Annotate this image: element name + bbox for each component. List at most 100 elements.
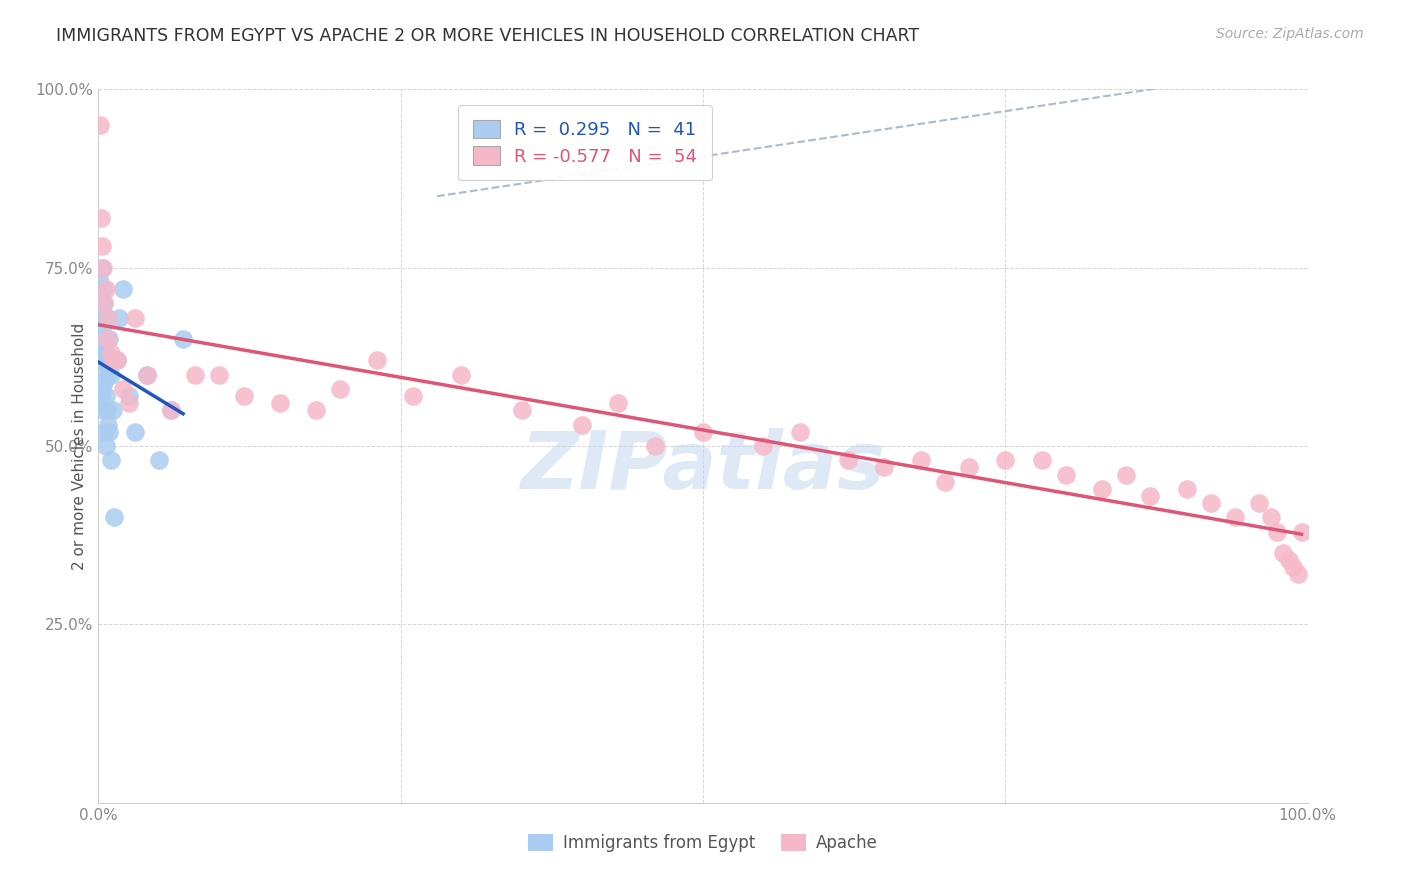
Point [97,368,120,382]
Point [366,353,388,368]
Point [1260,510,1282,524]
Point [1054,467,1077,482]
Point [91,260,114,275]
Point [692,425,714,439]
Point [111,382,134,396]
Point [100,368,122,382]
Point [91,260,114,275]
Point [1031,453,1053,467]
Point [232,389,254,403]
Point [96,332,118,346]
Point [91,303,114,318]
Point [118,396,141,410]
Point [160,403,183,417]
Point [89,353,111,368]
Point [184,368,207,382]
Point [1199,496,1222,510]
Legend: Immigrants from Egypt, Apache: Immigrants from Egypt, Apache [522,827,884,859]
Point [1278,553,1301,567]
Point [97,417,120,432]
Point [87,396,110,410]
Point [100,346,122,360]
Point [837,453,859,467]
Point [752,439,775,453]
Point [450,368,472,382]
Point [1139,489,1161,503]
Point [111,282,134,296]
Point [1286,567,1309,582]
Point [96,403,118,417]
Point [1267,524,1289,539]
Point [329,382,352,396]
Y-axis label: 2 or more Vehicles in Household: 2 or more Vehicles in Household [72,322,87,570]
Point [97,310,120,325]
Point [644,439,666,453]
Point [94,282,117,296]
Point [402,389,425,403]
Point [124,425,146,439]
Point [91,318,114,332]
Point [269,396,291,410]
Point [305,403,328,417]
Point [1249,496,1271,510]
Point [93,296,115,310]
Point [103,510,125,524]
Text: ZIPatlas: ZIPatlas [520,428,886,507]
Point [607,396,630,410]
Point [789,425,811,439]
Point [93,332,115,346]
Point [135,368,157,382]
Point [101,403,124,417]
Point [94,346,117,360]
Point [89,118,111,132]
Text: IMMIGRANTS FROM EGYPT VS APACHE 2 OR MORE VEHICLES IN HOUSEHOLD CORRELATION CHAR: IMMIGRANTS FROM EGYPT VS APACHE 2 OR MOR… [56,27,920,45]
Point [994,453,1017,467]
Point [91,382,114,396]
Point [873,460,896,475]
Point [1291,524,1313,539]
Point [148,453,170,467]
Point [91,403,114,417]
Point [910,453,932,467]
Text: Source: ZipAtlas.com: Source: ZipAtlas.com [1216,27,1364,41]
Point [135,368,157,382]
Point [98,425,121,439]
Point [90,346,112,360]
Point [124,310,146,325]
Point [934,475,956,489]
Point [208,368,231,382]
Point [91,239,114,253]
Point [105,353,128,368]
Point [510,403,533,417]
Point [93,375,115,389]
Point [93,425,115,439]
Point [94,439,117,453]
Point [93,296,115,310]
Point [105,353,128,368]
Point [89,310,111,325]
Point [94,389,117,403]
Point [90,296,112,310]
Point [100,453,122,467]
Point [957,460,980,475]
Point [90,211,112,225]
Point [101,353,124,368]
Point [118,389,141,403]
Point [96,310,118,325]
Point [90,389,112,403]
Point [1282,560,1305,574]
Point [160,403,183,417]
Point [89,275,111,289]
Point [1223,510,1246,524]
Point [91,360,114,375]
Point [1115,467,1137,482]
Point [91,282,114,296]
Point [1091,482,1114,496]
Point [91,339,114,353]
Point [98,332,121,346]
Point [1175,482,1198,496]
Point [1272,546,1295,560]
Point [172,332,194,346]
Point [571,417,593,432]
Point [108,310,131,325]
